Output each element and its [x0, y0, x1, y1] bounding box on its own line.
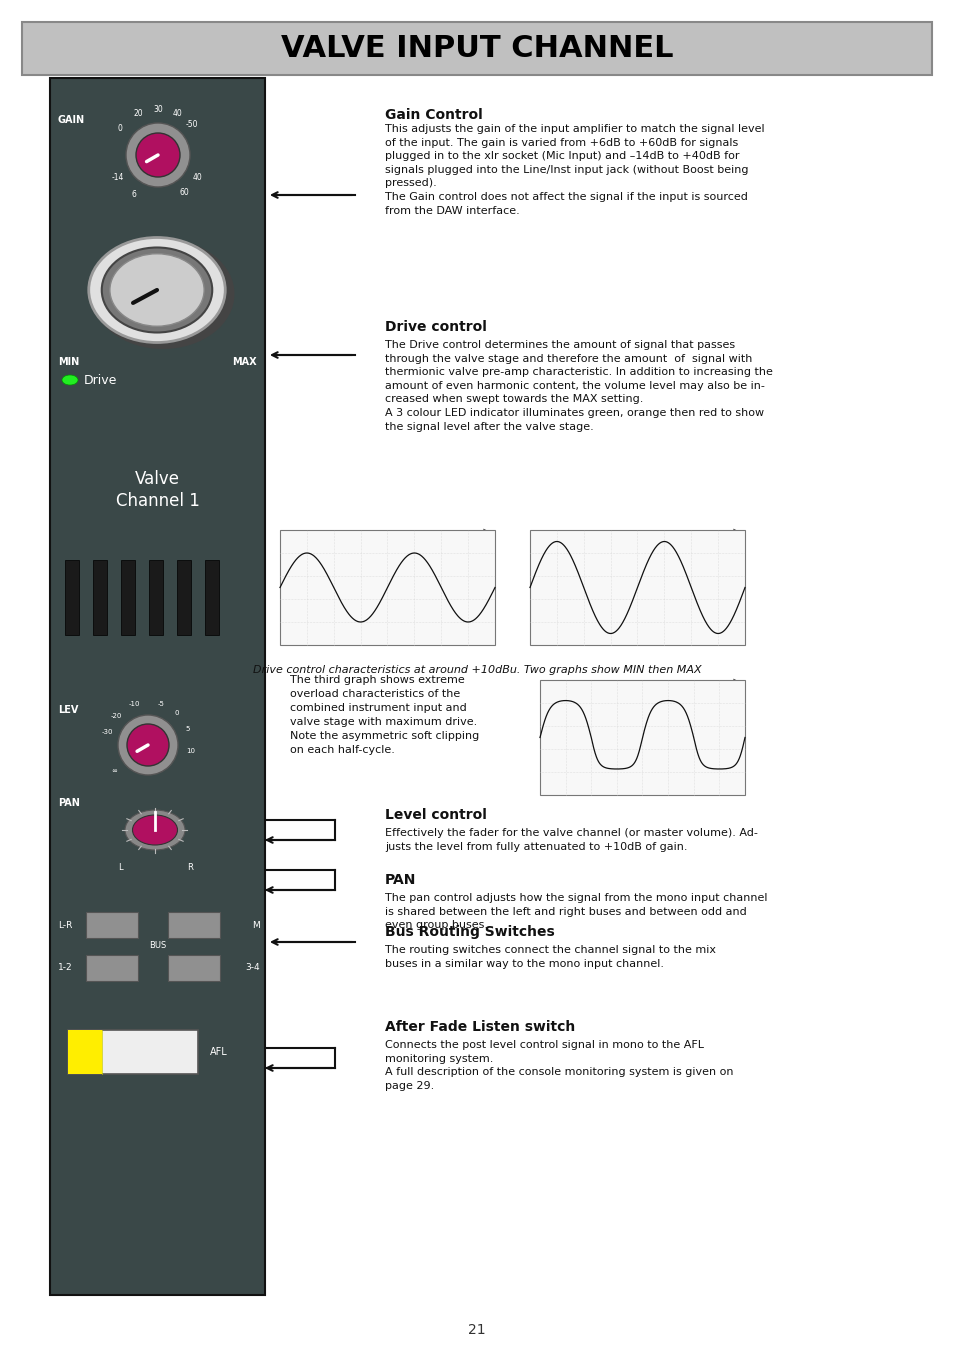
Text: Drive control characteristics at around +10dBu. Two graphs show MIN then MAX: Drive control characteristics at around …: [253, 666, 700, 675]
Text: The third graph shows extreme
overload characteristics of the
combined instrumen: The third graph shows extreme overload c…: [290, 675, 478, 755]
Text: -30: -30: [101, 729, 112, 734]
Ellipse shape: [110, 254, 204, 327]
Text: -10: -10: [129, 701, 140, 707]
Text: MAX: MAX: [233, 356, 256, 367]
Text: Connects the post level control signal in mono to the AFL
monitoring system.
A f: Connects the post level control signal i…: [385, 1040, 733, 1091]
Text: The routing switches connect the channel signal to the mix
buses in a similar wa: The routing switches connect the channel…: [385, 945, 716, 968]
Text: MIN: MIN: [58, 356, 79, 367]
Text: 60: 60: [179, 188, 189, 197]
Text: 6: 6: [132, 189, 136, 198]
FancyBboxPatch shape: [65, 560, 79, 634]
Text: Level control: Level control: [385, 809, 486, 822]
FancyBboxPatch shape: [168, 913, 220, 938]
Ellipse shape: [62, 375, 78, 385]
Text: 3-4: 3-4: [245, 964, 260, 972]
Text: -14: -14: [112, 174, 124, 182]
FancyBboxPatch shape: [22, 22, 931, 76]
Text: ∞: ∞: [112, 768, 117, 775]
FancyBboxPatch shape: [68, 1030, 102, 1075]
Text: PAN: PAN: [58, 798, 80, 809]
FancyBboxPatch shape: [86, 913, 138, 938]
FancyBboxPatch shape: [50, 78, 265, 1295]
FancyBboxPatch shape: [149, 560, 163, 634]
FancyBboxPatch shape: [205, 560, 219, 634]
Text: The pan control adjusts how the signal from the mono input channel
is shared bet: The pan control adjusts how the signal f…: [385, 892, 767, 930]
Text: Gain Control: Gain Control: [385, 108, 482, 122]
Ellipse shape: [125, 810, 185, 850]
Text: The Drive control determines the amount of signal that passes
through the valve : The Drive control determines the amount …: [385, 340, 772, 432]
Circle shape: [118, 716, 178, 775]
Text: GAIN: GAIN: [58, 115, 85, 126]
Text: AFL: AFL: [210, 1048, 228, 1057]
FancyBboxPatch shape: [539, 680, 744, 795]
Text: R: R: [187, 863, 193, 872]
FancyBboxPatch shape: [86, 954, 138, 981]
Text: Valve
Channel 1: Valve Channel 1: [115, 470, 199, 510]
Text: L-R: L-R: [58, 921, 72, 930]
FancyBboxPatch shape: [280, 531, 495, 645]
Text: Drive: Drive: [84, 374, 117, 386]
Text: -5: -5: [157, 701, 165, 707]
FancyBboxPatch shape: [68, 1030, 198, 1075]
Text: 0: 0: [118, 124, 123, 134]
Text: 0: 0: [174, 710, 179, 716]
Ellipse shape: [91, 239, 234, 350]
Text: M: M: [252, 921, 260, 930]
Text: Effectively the fader for the valve channel (or master volume). Ad-
justs the le: Effectively the fader for the valve chan…: [385, 828, 757, 852]
Text: PAN: PAN: [385, 873, 416, 887]
Text: This adjusts the gain of the input amplifier to match the signal level
of the in: This adjusts the gain of the input ampli…: [385, 124, 763, 216]
Text: -20: -20: [111, 713, 122, 720]
Text: 40: 40: [172, 109, 182, 117]
Ellipse shape: [102, 247, 212, 332]
Text: LEV: LEV: [58, 705, 78, 716]
FancyBboxPatch shape: [92, 560, 107, 634]
Text: Bus Routing Switches: Bus Routing Switches: [385, 925, 554, 940]
Text: VALVE INPUT CHANNEL: VALVE INPUT CHANNEL: [280, 34, 673, 63]
Circle shape: [136, 134, 180, 177]
Text: 1-2: 1-2: [58, 964, 72, 972]
Text: After Fade Listen switch: After Fade Listen switch: [385, 1021, 575, 1034]
Text: 21: 21: [468, 1323, 485, 1336]
Ellipse shape: [132, 815, 177, 845]
Text: L: L: [117, 863, 122, 872]
Circle shape: [127, 724, 169, 765]
Circle shape: [126, 123, 190, 188]
Text: Drive control: Drive control: [385, 320, 486, 333]
Text: BUS: BUS: [149, 941, 166, 950]
Text: 5: 5: [186, 726, 190, 732]
Text: 20: 20: [133, 109, 143, 117]
Text: 40: 40: [193, 174, 202, 182]
FancyBboxPatch shape: [121, 560, 135, 634]
Text: 10: 10: [186, 748, 194, 755]
Text: -50: -50: [186, 120, 198, 128]
FancyBboxPatch shape: [177, 560, 191, 634]
FancyBboxPatch shape: [168, 954, 220, 981]
Ellipse shape: [89, 238, 225, 343]
Text: 30: 30: [153, 104, 163, 113]
FancyBboxPatch shape: [530, 531, 744, 645]
